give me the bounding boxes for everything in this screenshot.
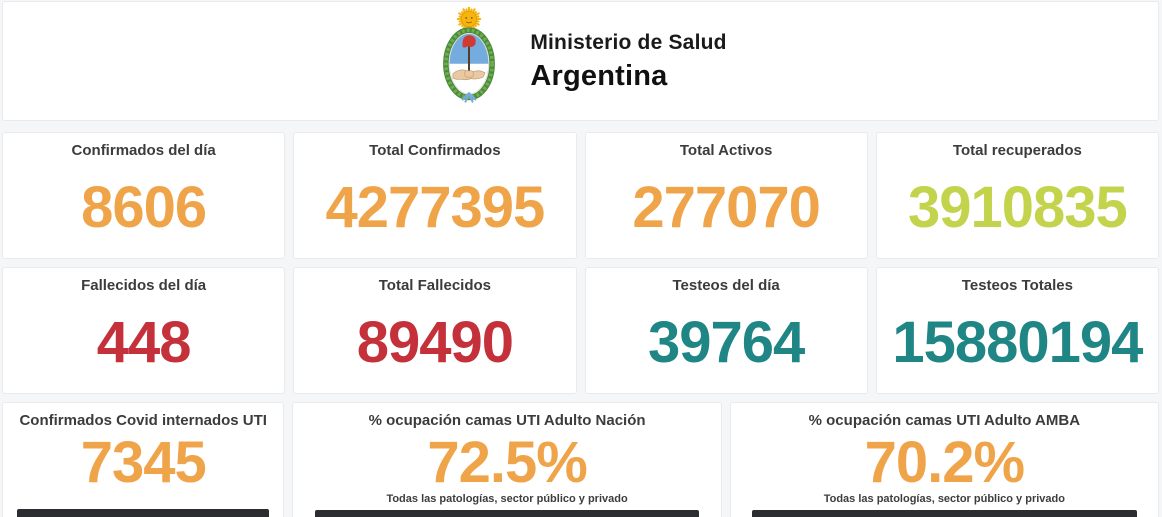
stats-grid: Confirmados del día 8606 Total Confirmad… <box>2 132 1159 394</box>
stat-value: 8606 <box>81 174 207 240</box>
panel-title[interactable]: Confirmados del día <box>71 142 216 159</box>
card-total-confirmados: Total Confirmados 4277395 <box>293 132 577 259</box>
stat-value: 72.5% <box>427 429 587 495</box>
panel-title[interactable]: Fallecidos del día <box>81 277 207 294</box>
panel-title[interactable]: Testeos del día <box>672 277 780 294</box>
stat-value: 15880194 <box>892 309 1143 375</box>
ministry-name: Ministerio de Salud <box>530 31 727 54</box>
card-confirmados-uti: Confirmados Covid internados UTI 7345 <box>2 402 285 517</box>
card-ocupacion-uti-nacion: % ocupación camas UTI Adulto Nación 72.5… <box>292 402 722 517</box>
argentina-coat-of-arms-icon <box>443 6 496 103</box>
card-confirmados-del-dia: Confirmados del día 8606 <box>2 132 286 259</box>
card-total-fallecidos: Total Fallecidos 89490 <box>293 267 577 394</box>
clipped-dark-panel <box>314 509 700 517</box>
stat-value: 70.2% <box>864 429 1025 495</box>
stat-value: 448 <box>96 309 192 375</box>
country-name: Argentina <box>530 60 668 92</box>
stat-value: 3910835 <box>907 174 1128 240</box>
panel-title[interactable]: % ocupación camas UTI Adulto AMBA <box>808 412 1081 429</box>
clipped-dark-panel <box>17 509 270 517</box>
stat-subtitle: Todas las patologías, sector público y p… <box>386 492 628 505</box>
panel-title[interactable]: Total Fallecidos <box>378 277 491 294</box>
stat-value: 277070 <box>632 174 821 240</box>
panel-title[interactable]: % ocupación camas UTI Adulto Nación <box>368 412 646 429</box>
panel-title[interactable]: Total recuperados <box>952 142 1082 159</box>
stat-value: 89490 <box>356 309 514 375</box>
clipped-dark-panel <box>752 509 1137 517</box>
header-text: Ministerio de Salud Argentina <box>530 28 726 94</box>
card-fallecidos-del-dia: Fallecidos del día 448 <box>2 267 286 394</box>
stat-value: 7345 <box>80 429 207 495</box>
stat-value: 4277395 <box>325 174 545 240</box>
card-testeos-totales: Testeos Totales 15880194 <box>875 267 1159 394</box>
panel-title[interactable]: Testeos Totales <box>961 277 1073 294</box>
card-total-recuperados: Total recuperados 3910835 <box>875 132 1159 259</box>
bottom-grid: Confirmados Covid internados UTI 7345 % … <box>2 402 1159 517</box>
header-panel: Ministerio de Salud Argentina <box>2 1 1159 121</box>
card-testeos-del-dia: Testeos del día 39764 <box>584 267 868 394</box>
panel-title[interactable]: Confirmados Covid internados UTI <box>19 412 267 429</box>
panel-title[interactable]: Total Confirmados <box>369 142 501 159</box>
stat-subtitle: Todas las patologías, sector público y p… <box>823 492 1065 505</box>
stat-subtitle <box>3 493 283 505</box>
stat-value: 39764 <box>647 309 805 375</box>
panel-title[interactable]: Total Activos <box>679 142 773 159</box>
card-total-activos: Total Activos 277070 <box>584 132 868 259</box>
card-ocupacion-uti-amba: % ocupación camas UTI Adulto AMBA 70.2% … <box>729 402 1159 517</box>
